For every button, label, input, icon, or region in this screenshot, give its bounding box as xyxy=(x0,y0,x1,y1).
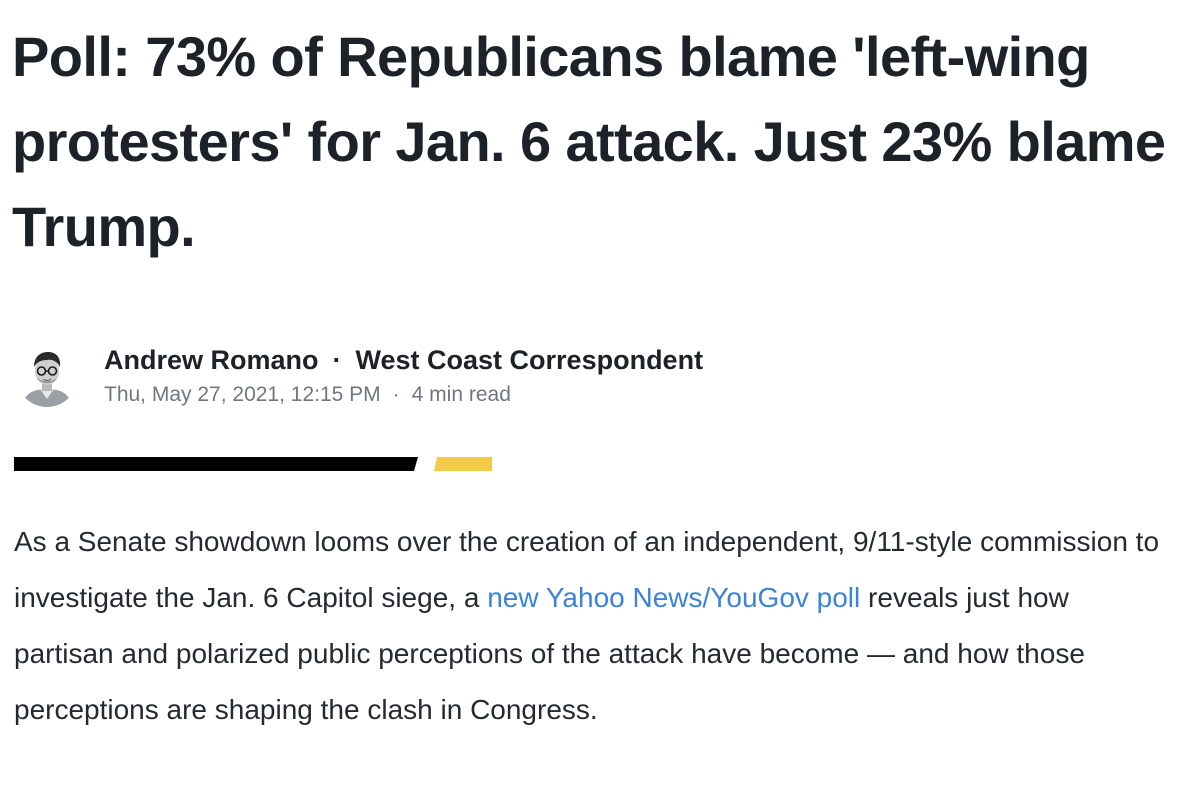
poll-link[interactable]: new Yahoo News/YouGov poll xyxy=(487,582,861,613)
divider-bar-primary xyxy=(14,457,418,471)
article-headline: Poll: 73% of Republicans blame 'left-win… xyxy=(12,25,1166,258)
author-role: West Coast Correspondent xyxy=(355,345,704,375)
article-paragraph: As a Senate showdown looms over the crea… xyxy=(14,514,1174,738)
author-headshot-icon xyxy=(16,345,78,407)
meta-separator: · xyxy=(392,383,400,406)
paragraph-text-start: As a Senate showdown looms over the crea… xyxy=(14,526,1160,613)
author-avatar[interactable] xyxy=(16,345,78,407)
author-byline: Andrew Romano · West Coast Correspondent T… xyxy=(16,336,703,416)
divider-bar-accent xyxy=(434,457,492,471)
paragraph-text-end: reveals just how partisan and polarized … xyxy=(14,582,1085,725)
byline-separator: · xyxy=(332,345,342,375)
section-divider xyxy=(14,457,492,471)
read-time: 4 min read xyxy=(411,383,511,406)
author-name[interactable]: Andrew Romano xyxy=(104,345,319,375)
publish-date: Thu, May 27, 2021, 12:15 PM xyxy=(104,383,381,406)
